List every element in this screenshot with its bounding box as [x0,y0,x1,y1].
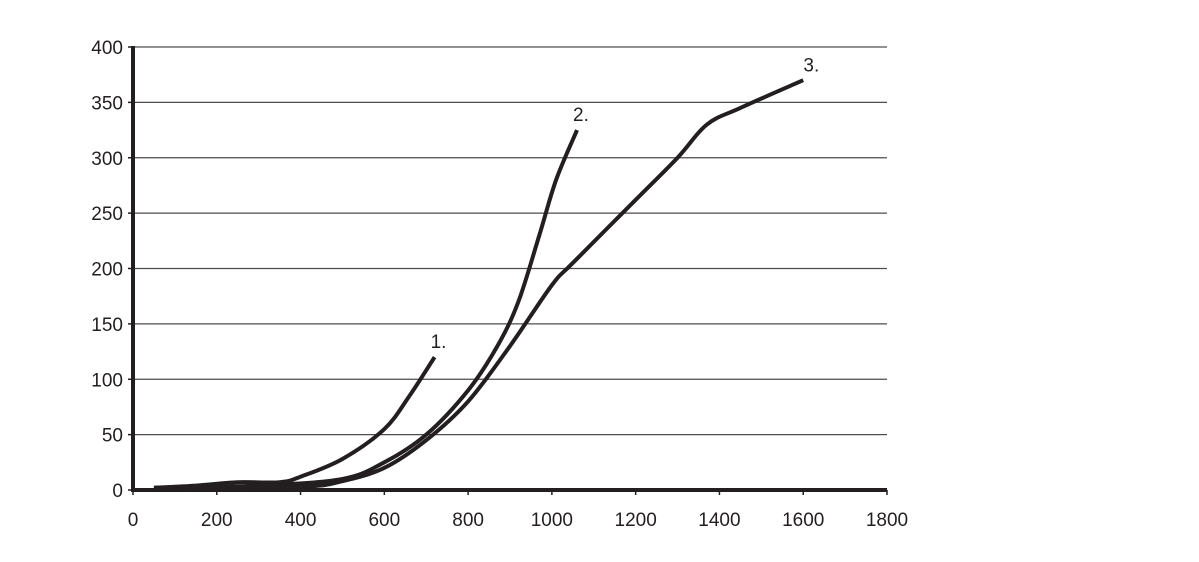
x-tick-label: 600 [368,510,400,531]
x-tick-label: 800 [452,510,484,531]
series-1-line [153,356,437,490]
y-tick-label: 100 [91,370,123,391]
y-tick-label: 150 [91,315,123,336]
series-3-line [153,78,805,491]
series-2-line [153,129,579,490]
curve-labels: 1. 2. 3. [431,55,820,353]
y-tick-label: 300 [91,149,123,170]
y-tick-label: 400 [91,38,123,59]
x-axis-ticks: 0 200 400 600 800 1000 1200 1400 1600 1800 [128,490,908,531]
y-tick-label: 350 [91,93,123,114]
x-tick-label: 1000 [531,510,573,531]
y-tick-label: 250 [91,204,123,225]
x-tick-label: 1400 [698,510,740,531]
y-tick-label: 50 [102,426,123,447]
x-tick-label: 0 [128,510,139,531]
curve-label-1: 1. [431,332,447,353]
x-tick-label: 200 [201,510,233,531]
curve-label-2: 2. [573,105,589,126]
data-series [153,78,805,491]
curve-label-3: 3. [803,55,819,76]
x-tick-label: 1600 [782,510,824,531]
x-tick-label: 400 [285,510,317,531]
x-tick-label: 1800 [866,510,908,531]
y-axis-ticks: 0 50 100 150 200 250 300 350 400 [91,38,133,502]
y-tick-label: 200 [91,260,123,281]
y-tick-label: 0 [112,481,123,502]
gridlines [133,46,887,436]
x-tick-label: 1200 [615,510,657,531]
